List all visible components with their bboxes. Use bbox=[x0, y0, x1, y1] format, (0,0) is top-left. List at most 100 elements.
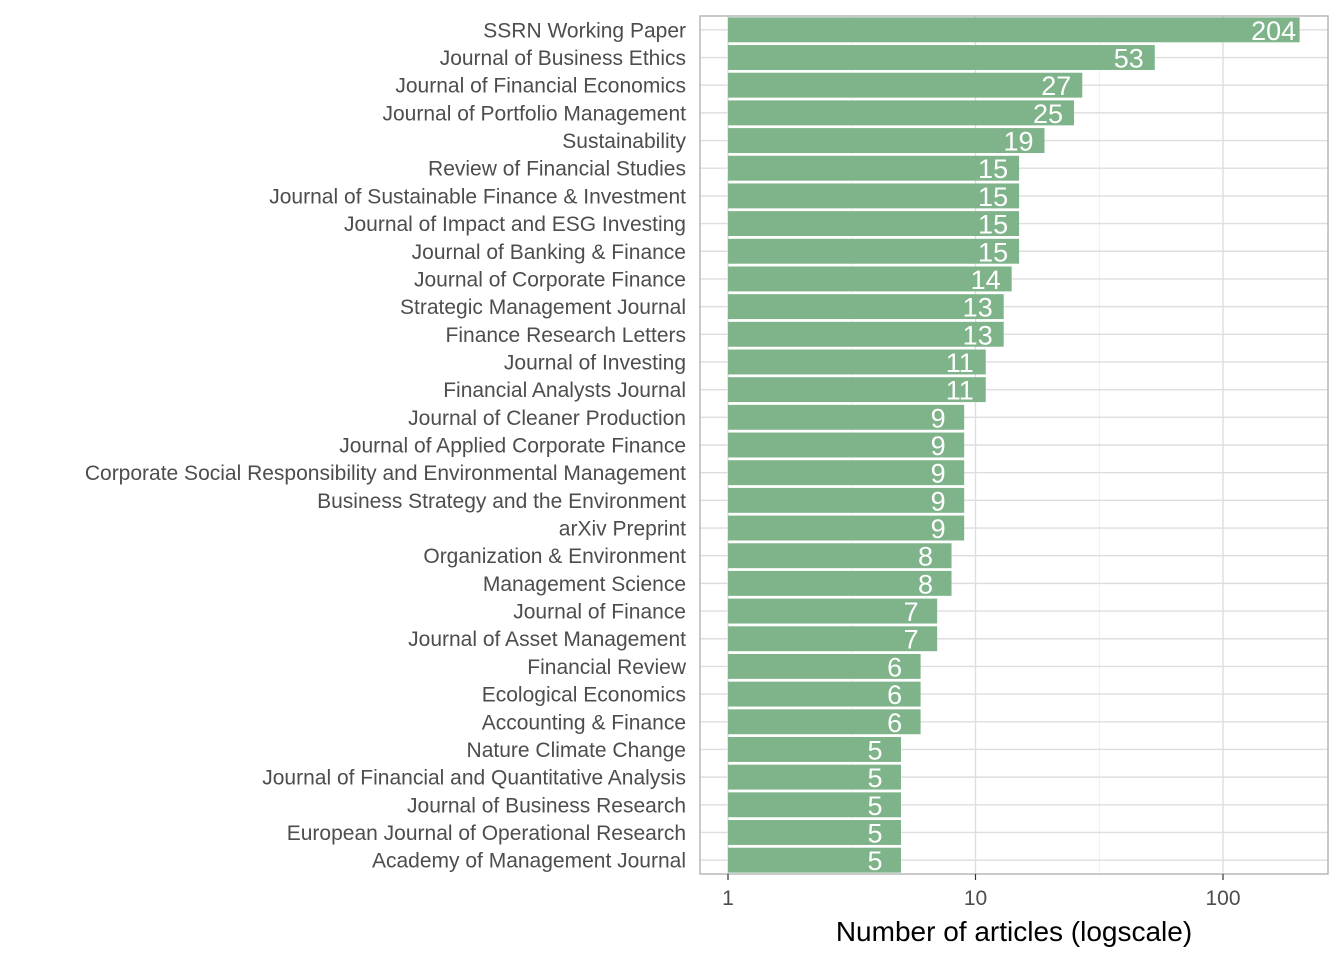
bar-value-label: 9 bbox=[931, 403, 946, 433]
category-label: Journal of Corporate Finance bbox=[414, 268, 686, 291]
bar bbox=[728, 487, 965, 513]
bar bbox=[728, 820, 901, 845]
bar-value-label: 6 bbox=[887, 652, 902, 682]
bar bbox=[728, 626, 938, 652]
category-label: SSRN Working Paper bbox=[483, 19, 686, 42]
bar bbox=[728, 404, 965, 430]
bar bbox=[728, 736, 901, 762]
panel-border bbox=[699, 15, 1329, 875]
bar bbox=[728, 653, 921, 679]
category-label: Corporate Social Responsibility and Envi… bbox=[85, 462, 686, 485]
bar-value-label: 13 bbox=[963, 320, 993, 350]
bar bbox=[728, 100, 1074, 126]
category-label: Journal of Financial Economics bbox=[395, 75, 686, 98]
bar bbox=[728, 266, 1012, 292]
bar bbox=[728, 211, 1020, 237]
category-label: Journal of Business Research bbox=[407, 794, 686, 817]
bar-value-label: 6 bbox=[887, 708, 902, 738]
bar-value-label: 53 bbox=[1114, 44, 1144, 74]
category-label: Financial Analysts Journal bbox=[443, 379, 686, 402]
category-label: Journal of Impact and ESG Investing bbox=[344, 213, 686, 236]
category-label: Organization & Environment bbox=[423, 545, 686, 568]
category-label: Journal of Financial and Quantitative An… bbox=[262, 767, 686, 790]
bar bbox=[728, 377, 986, 403]
bar bbox=[728, 349, 986, 375]
category-label: Financial Review bbox=[527, 656, 687, 679]
bar bbox=[728, 792, 901, 818]
bar-value-label: 15 bbox=[978, 154, 1008, 184]
bar-value-label: 204 bbox=[1251, 16, 1296, 46]
category-label: Nature Climate Change bbox=[467, 739, 686, 762]
x-tick-label: 10 bbox=[964, 887, 987, 910]
bar bbox=[728, 709, 921, 735]
category-label: Management Science bbox=[483, 573, 686, 596]
bar-value-label: 5 bbox=[867, 735, 882, 765]
bar-value-label: 15 bbox=[978, 237, 1008, 267]
bar-value-label: 15 bbox=[978, 182, 1008, 212]
x-tick-label: 1 bbox=[722, 887, 734, 910]
category-label: Strategic Management Journal bbox=[400, 296, 686, 319]
bar bbox=[728, 847, 901, 873]
bar-value-label: 9 bbox=[931, 459, 946, 489]
bar bbox=[728, 543, 952, 569]
bar bbox=[728, 321, 1004, 347]
bar-value-label: 6 bbox=[887, 680, 902, 710]
bar bbox=[728, 570, 952, 596]
bar bbox=[728, 238, 1020, 264]
category-label: Journal of Asset Management bbox=[408, 628, 686, 651]
bar bbox=[728, 681, 921, 707]
bar bbox=[728, 45, 1155, 70]
bar-value-label: 19 bbox=[1003, 127, 1033, 157]
category-label: Accounting & Finance bbox=[482, 711, 686, 734]
category-label: Business Strategy and the Environment bbox=[317, 490, 686, 513]
bar bbox=[728, 432, 965, 458]
bar bbox=[728, 72, 1083, 98]
bar-value-label: 27 bbox=[1041, 71, 1071, 101]
bar bbox=[728, 515, 965, 541]
bar bbox=[728, 294, 1004, 320]
category-label: European Journal of Operational Research bbox=[287, 822, 686, 845]
bar bbox=[728, 128, 1045, 154]
category-label: Journal of Sustainable Finance & Investm… bbox=[269, 185, 686, 208]
category-label: Ecological Economics bbox=[482, 684, 686, 707]
bar-value-label: 8 bbox=[918, 569, 933, 599]
bar-value-label: 5 bbox=[867, 818, 882, 848]
bar-value-label: 9 bbox=[931, 431, 946, 461]
bar-value-label: 9 bbox=[931, 486, 946, 516]
x-axis-title: Number of articles (logscale) bbox=[836, 916, 1192, 947]
bar-value-label: 5 bbox=[867, 791, 882, 821]
bar-value-label: 7 bbox=[904, 625, 919, 655]
bar bbox=[728, 17, 1300, 43]
category-label: Journal of Banking & Finance bbox=[412, 241, 686, 264]
bar-value-label: 11 bbox=[946, 376, 974, 406]
category-label: Sustainability bbox=[562, 130, 686, 153]
bar bbox=[728, 155, 1020, 181]
bars bbox=[728, 17, 1300, 873]
bar bbox=[728, 764, 901, 790]
bar-value-label: 5 bbox=[867, 846, 882, 876]
bar-value-label: 25 bbox=[1033, 99, 1063, 129]
bar-value-label: 11 bbox=[946, 348, 974, 378]
category-label: Journal of Business Ethics bbox=[440, 47, 686, 70]
category-label: Journal of Cleaner Production bbox=[408, 407, 686, 430]
x-tick-label: 100 bbox=[1205, 887, 1240, 910]
bar-value-label: 8 bbox=[918, 542, 933, 572]
bar-value-label: 7 bbox=[904, 597, 919, 627]
bar-value-label: 5 bbox=[867, 763, 882, 793]
bar bbox=[728, 598, 938, 624]
bar-value-label: 15 bbox=[978, 210, 1008, 240]
category-label: arXiv Preprint bbox=[559, 518, 686, 541]
bar-value-label: 9 bbox=[931, 514, 946, 544]
category-label: Journal of Finance bbox=[513, 601, 686, 624]
bar-value-label: 13 bbox=[963, 293, 993, 323]
bar-value-label: 14 bbox=[971, 265, 1001, 295]
category-label: Finance Research Letters bbox=[446, 324, 686, 347]
category-label: Review of Financial Studies bbox=[428, 158, 686, 181]
bar bbox=[728, 183, 1020, 209]
category-label: Journal of Applied Corporate Finance bbox=[339, 435, 686, 458]
category-label: Journal of Investing bbox=[504, 351, 686, 374]
category-label: Journal of Portfolio Management bbox=[382, 102, 686, 125]
bar-value-labels: 2045327251915151515141313111199999887766… bbox=[867, 16, 1296, 876]
category-labels: SSRN Working Paper Journal of Business Et… bbox=[85, 19, 687, 872]
